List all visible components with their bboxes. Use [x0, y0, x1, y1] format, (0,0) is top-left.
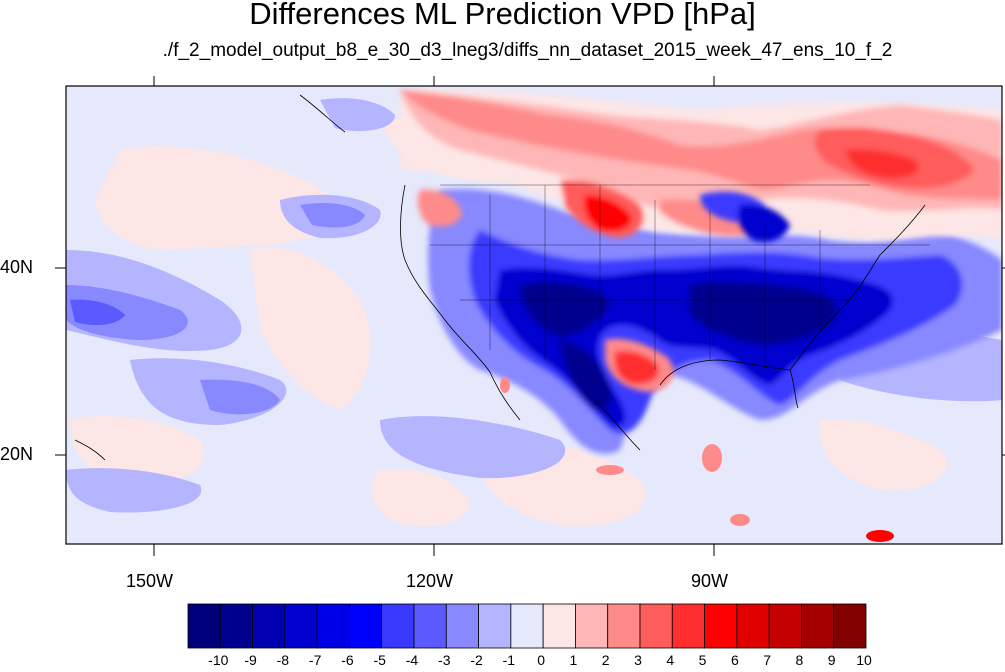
map-frame: [65, 85, 1003, 545]
colorbar-box: [284, 603, 318, 649]
colorbar-box: [510, 603, 544, 649]
plot-title: Differences ML Prediction VPD [hPa]: [249, 0, 756, 31]
colorbar-box: [704, 603, 738, 649]
colorbar-box: [349, 603, 383, 649]
axis-ticks: [55, 76, 1005, 556]
colorbar-box: [219, 603, 253, 649]
colorbar-label: -4: [405, 652, 419, 668]
negative-anomaly-region: [428, 188, 1002, 454]
colorbar-label: 7: [763, 652, 772, 668]
colorbar-label: 10: [856, 652, 872, 668]
colorbar-label: 0: [537, 652, 546, 668]
colorbar-box: [607, 603, 641, 649]
colorbar-box: [413, 603, 447, 649]
colorbar-label: -3: [438, 652, 451, 668]
colorbar-box: [768, 603, 802, 649]
texas-positive-anomaly: [605, 338, 674, 392]
colorbar-box: [187, 603, 221, 649]
great-lakes-negative: [700, 191, 790, 242]
coastlines: [74, 94, 926, 461]
colorbar-label: 2: [601, 652, 610, 668]
colorbar-box: [639, 603, 673, 649]
colorbar-label: 3: [634, 652, 642, 668]
colorbar-label: -10: [208, 652, 229, 668]
colorbar-label: 8: [795, 652, 804, 668]
colorbar-box: [316, 603, 350, 649]
colorbar-label: -1: [502, 652, 516, 668]
medium-blue-patches: [66, 203, 365, 415]
colorbar-box: [478, 603, 512, 649]
colorbar-label: -9: [244, 652, 257, 668]
lon-label-150w: 150W: [126, 571, 174, 591]
colorbar-box: [575, 603, 609, 649]
colorbar-label: 4: [666, 652, 675, 668]
colorbar-box: [736, 603, 770, 649]
state-borders: [430, 184, 930, 370]
scattered-positive-spots: [500, 377, 894, 542]
colorbar-label: -2: [470, 652, 483, 668]
plot-subtitle: ./f_2_model_output_b8_e_30_d3_lneg3/diff…: [162, 40, 893, 61]
lon-label-90w: 90W: [691, 571, 729, 591]
light-blue-patches: [66, 98, 1002, 513]
lon-label-120w: 120W: [406, 571, 454, 591]
colorbar-box: [445, 603, 479, 649]
colorbar-box: [381, 603, 415, 649]
colorbar-label: -8: [276, 652, 290, 668]
northern-positive-anomaly: [400, 89, 1002, 240]
colorbar-box: [801, 603, 835, 649]
colorbar-box: [252, 603, 286, 649]
colorbar-label: 5: [698, 652, 707, 668]
colorbar-label: -7: [308, 652, 322, 668]
colorbar-label: -5: [373, 652, 386, 668]
colorbar-label: 6: [730, 652, 739, 668]
colorbar-label: 9: [827, 652, 836, 668]
colorbar-box: [833, 603, 867, 649]
colorbar-box: [671, 603, 705, 649]
blue-patches: [70, 299, 125, 326]
colorbar-label: 1: [569, 652, 578, 668]
colorbar-box: [542, 603, 576, 649]
colorbar-label: -6: [341, 652, 354, 668]
lat-label-20n: 20N: [0, 444, 34, 464]
lat-label-40n: 40N: [0, 257, 34, 277]
